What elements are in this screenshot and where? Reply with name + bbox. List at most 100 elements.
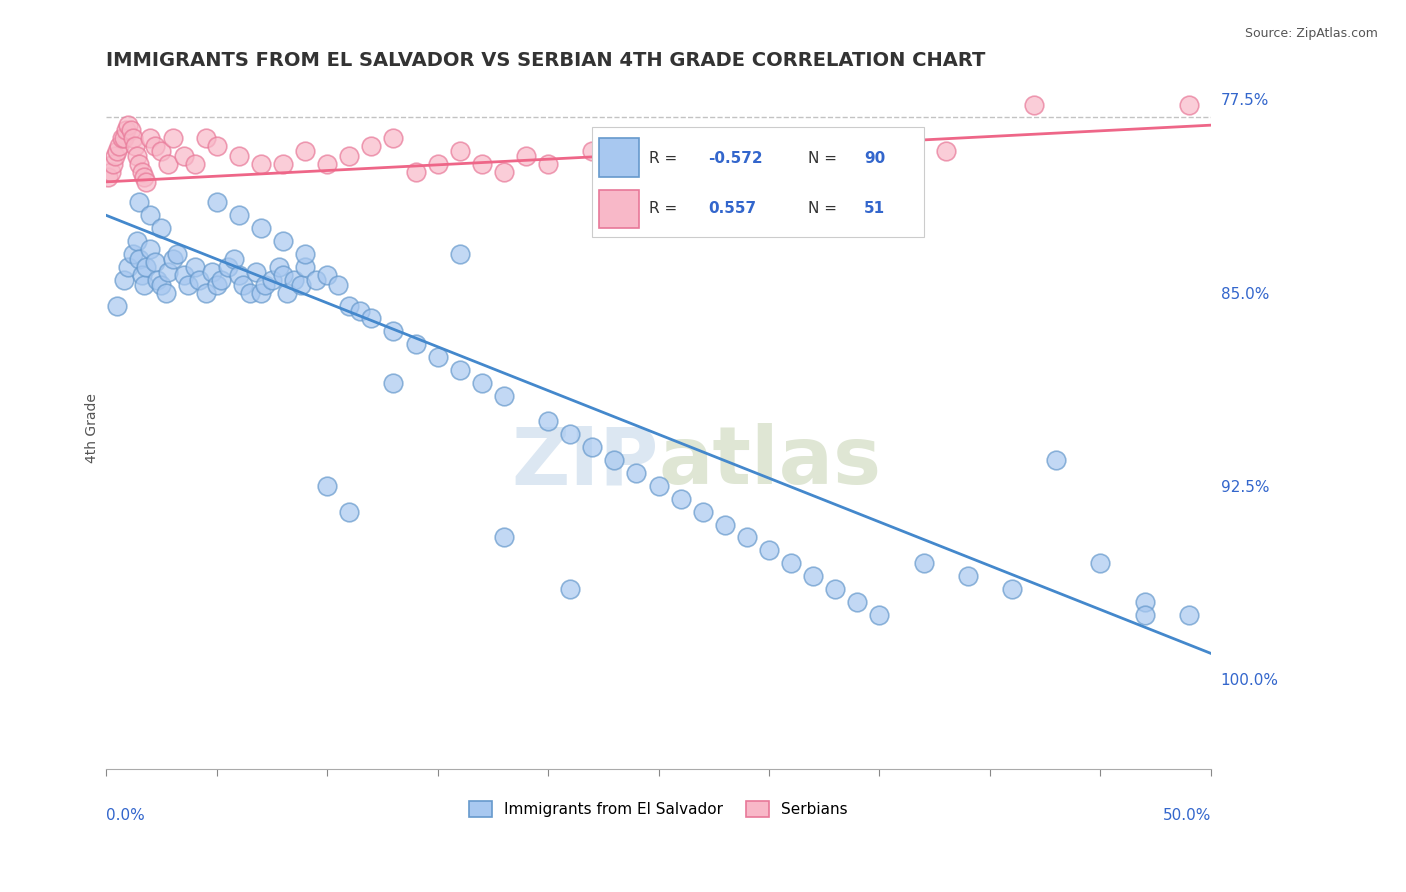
- Point: [581, 144, 603, 158]
- Point: [162, 252, 184, 267]
- Point: [337, 505, 360, 519]
- Point: [112, 131, 135, 145]
- Point: [603, 453, 626, 467]
- Point: [150, 221, 173, 235]
- Point: [1177, 97, 1199, 112]
- Point: [294, 247, 316, 261]
- Point: [157, 157, 180, 171]
- Point: [108, 138, 131, 153]
- Point: [846, 595, 869, 609]
- Point: [143, 254, 166, 268]
- Point: [316, 479, 339, 493]
- Point: [173, 268, 195, 282]
- Point: [1177, 607, 1199, 622]
- Point: [120, 123, 142, 137]
- Point: [305, 273, 328, 287]
- Point: [250, 221, 273, 235]
- Point: [121, 131, 143, 145]
- Point: [194, 131, 217, 145]
- Point: [492, 530, 515, 544]
- Point: [124, 138, 146, 153]
- Point: [224, 252, 246, 267]
- Point: [560, 582, 582, 596]
- Point: [239, 285, 262, 300]
- Point: [801, 569, 824, 583]
- Point: [405, 164, 427, 178]
- Point: [209, 273, 232, 287]
- Point: [316, 157, 339, 171]
- Point: [271, 157, 294, 171]
- Point: [205, 277, 228, 292]
- Point: [139, 131, 162, 145]
- Point: [101, 157, 124, 171]
- Point: [735, 530, 758, 544]
- Point: [382, 131, 405, 145]
- Point: [669, 491, 692, 506]
- Point: [935, 144, 957, 158]
- Point: [1133, 607, 1156, 622]
- Point: [128, 157, 150, 171]
- Point: [581, 440, 603, 454]
- Point: [111, 131, 134, 145]
- Point: [217, 260, 239, 274]
- Point: [426, 350, 449, 364]
- Point: [714, 164, 737, 178]
- Point: [228, 149, 250, 163]
- Point: [267, 260, 290, 274]
- Point: [254, 277, 277, 292]
- Point: [228, 268, 250, 282]
- Point: [449, 144, 471, 158]
- Point: [260, 273, 283, 287]
- Point: [143, 138, 166, 153]
- Point: [105, 144, 128, 158]
- Point: [360, 311, 382, 326]
- Point: [177, 277, 200, 292]
- Point: [128, 252, 150, 267]
- Point: [132, 277, 155, 292]
- Point: [205, 138, 228, 153]
- Point: [780, 556, 803, 570]
- Point: [166, 247, 188, 261]
- Point: [205, 195, 228, 210]
- Point: [692, 505, 714, 519]
- Point: [146, 273, 169, 287]
- Point: [1022, 97, 1045, 112]
- Point: [294, 144, 316, 158]
- Point: [1090, 556, 1112, 570]
- Point: [492, 164, 515, 178]
- Text: IMMIGRANTS FROM EL SALVADOR VS SERBIAN 4TH GRADE CORRELATION CHART: IMMIGRANTS FROM EL SALVADOR VS SERBIAN 4…: [107, 51, 986, 70]
- Point: [271, 234, 294, 248]
- Point: [232, 277, 254, 292]
- Point: [801, 157, 824, 171]
- Point: [294, 260, 316, 274]
- Point: [105, 299, 128, 313]
- Text: Source: ZipAtlas.com: Source: ZipAtlas.com: [1244, 27, 1378, 40]
- Point: [360, 138, 382, 153]
- Point: [131, 268, 153, 282]
- Point: [647, 479, 669, 493]
- Point: [150, 277, 173, 292]
- Point: [449, 363, 471, 377]
- Point: [382, 324, 405, 338]
- Point: [471, 157, 494, 171]
- Text: 0.0%: 0.0%: [107, 808, 145, 823]
- Point: [117, 260, 139, 274]
- Point: [316, 268, 339, 282]
- Point: [121, 247, 143, 261]
- Point: [250, 285, 273, 300]
- Point: [1045, 453, 1067, 467]
- Point: [245, 265, 267, 279]
- Point: [97, 169, 120, 184]
- Point: [328, 277, 350, 292]
- Point: [1133, 595, 1156, 609]
- Legend: Immigrants from El Salvador, Serbians: Immigrants from El Salvador, Serbians: [463, 795, 853, 823]
- Point: [139, 242, 162, 256]
- Text: 50.0%: 50.0%: [1163, 808, 1211, 823]
- Point: [912, 556, 935, 570]
- Point: [956, 569, 979, 583]
- Point: [405, 337, 427, 351]
- Point: [112, 273, 135, 287]
- Point: [471, 376, 494, 390]
- Point: [560, 427, 582, 442]
- Point: [155, 285, 177, 300]
